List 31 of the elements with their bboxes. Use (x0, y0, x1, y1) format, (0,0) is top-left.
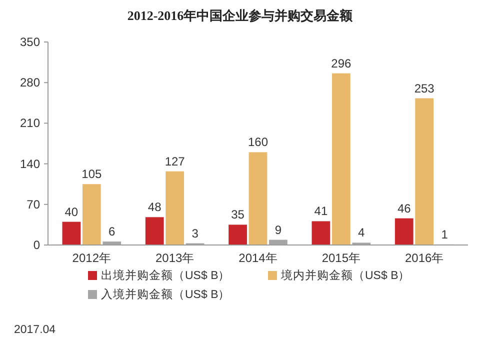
y-tick-label: 210 (20, 116, 40, 130)
data-label: 253 (414, 81, 435, 96)
legend-label: 境内并购金额（US$ B） (280, 268, 410, 282)
chart-title: 2012-2016年中国企业参与并购交易金额 (127, 8, 354, 23)
x-tick-label: 2016年 (404, 251, 444, 265)
y-tick-label: 70 (26, 197, 40, 212)
data-label: 6 (108, 224, 116, 239)
y-tick-label: 350 (20, 35, 40, 49)
y-tick-label: 0 (33, 238, 40, 252)
data-label: 105 (82, 167, 102, 182)
data-label: 4 (358, 226, 366, 240)
data-label: 41 (314, 204, 328, 218)
data-label: 296 (331, 56, 352, 70)
y-tick-label: 280 (20, 76, 40, 90)
data-label: 48 (148, 200, 162, 214)
data-label: 127 (164, 154, 186, 168)
x-tick-label: 2013年 (155, 251, 194, 265)
legend-label: 入境并购金额（US$ B） (101, 287, 230, 301)
x-tick-label: 2015年 (322, 251, 361, 265)
data-label: 1 (441, 227, 448, 242)
data-label: 40 (64, 204, 78, 219)
data-label: 3 (192, 226, 199, 240)
legend-label: 出境并购金额（US$ B） (101, 268, 230, 282)
y-tick-label: 140 (20, 156, 40, 171)
text: 2017.04 (14, 324, 56, 336)
data-label: 9 (274, 222, 282, 237)
x-tick-label: 2014年 (238, 251, 278, 265)
data-label: 160 (248, 135, 268, 150)
x-tick-label: 2012年 (72, 251, 112, 265)
data-label: 46 (397, 201, 412, 216)
data-label: 35 (231, 208, 245, 222)
